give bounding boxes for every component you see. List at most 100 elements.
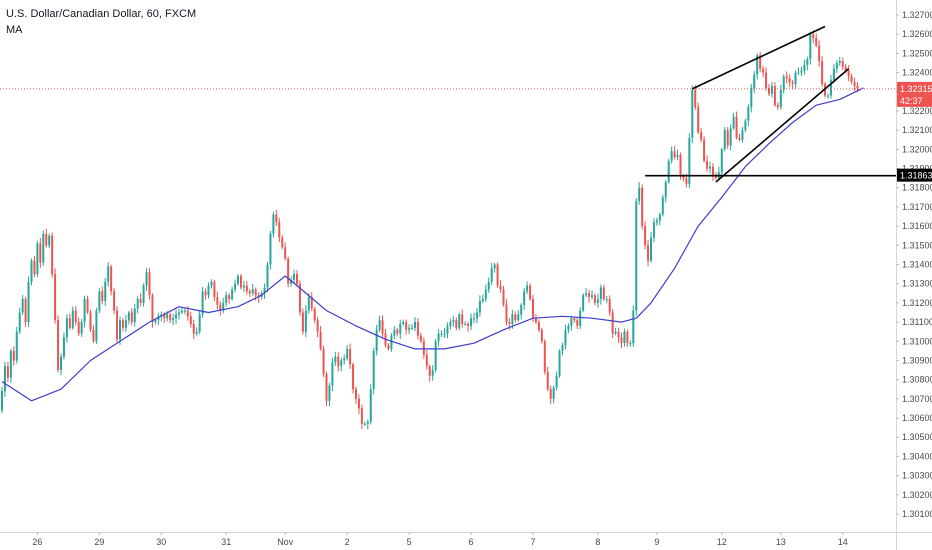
candle-body [139,299,142,303]
candle-body [827,95,829,97]
candle-body [596,299,599,303]
candle [263,283,266,299]
candle [505,299,508,326]
x-tick-label: Nov [277,537,294,547]
candle-body [269,233,272,265]
candle-body [738,137,741,140]
candle [593,293,596,306]
candle-body [670,151,673,161]
candle [526,281,529,295]
candle [703,136,706,163]
candle [537,319,540,333]
candle [201,286,204,318]
candle [635,197,638,316]
candle [18,307,21,335]
candle [62,332,65,360]
candle-body [791,82,794,85]
candle [747,104,750,127]
candle-body [464,323,467,325]
candle-body [726,130,729,146]
candle-body [585,293,588,296]
candle [520,303,523,320]
candle-body [540,329,543,342]
candle [641,184,644,230]
candle-body [178,312,180,315]
candle [770,81,773,98]
candle [107,262,110,287]
y-tick-label: 1.31900 [902,164,932,174]
candle-body [48,235,51,246]
candle [142,283,145,307]
candle [414,317,416,332]
candle [478,295,481,317]
candle-body [369,389,372,422]
candle [564,324,567,350]
candle [670,146,673,164]
candle [455,317,458,331]
candle [576,317,579,330]
candle-body [325,373,328,401]
ma-line [1,87,864,402]
candle-body [204,291,207,296]
candle [275,209,278,227]
symbol-title: U.S. Dollar/Canadian Dollar, 60, FXCM [6,8,197,20]
candle-body [222,302,225,311]
level-price-tag [897,168,932,182]
candle-body [352,364,355,390]
candle [180,307,183,315]
candle-body [779,89,782,108]
candle-body [723,130,726,150]
candle [133,303,136,327]
candle [706,155,709,173]
candle [33,256,36,278]
candle-body [408,327,411,330]
candle [632,305,635,347]
countdown-label: 42:37 [900,96,923,106]
candle-body [399,323,402,334]
candle [475,307,478,324]
candle-body [293,274,296,280]
candle-body [629,343,632,345]
y-tick-label: 1.32000 [902,144,932,154]
candle [422,337,425,359]
candle [319,326,322,351]
candle [127,310,130,325]
candle [629,340,632,347]
candle [77,317,80,337]
candle-body [387,345,390,349]
candle [89,309,92,332]
candle [384,328,387,348]
candle [237,274,239,286]
candle [838,57,841,67]
candle [490,262,493,286]
candle [343,354,346,365]
candle [1,386,3,414]
candle [363,421,366,426]
candle [832,64,835,83]
x-tick-label: 6 [469,537,474,547]
candle [458,312,461,331]
candle [169,312,172,324]
candle [369,384,372,425]
candle-body [27,281,30,323]
candle [437,329,440,347]
y-tick-label: 1.30200 [902,490,932,500]
candle [809,31,812,65]
candle [644,221,647,250]
candle-body [552,387,555,399]
candle [272,211,275,238]
candle [765,67,768,91]
candle [676,149,679,161]
candle-body [254,289,257,296]
y-tick-label: 1.32700 [902,10,932,20]
candle [735,111,738,140]
candle-body [832,68,835,81]
candle [850,73,853,85]
candle-body [434,341,437,371]
candle [753,71,756,94]
candle [48,233,51,249]
candle-body [759,55,762,69]
candle [86,295,89,315]
candle [219,301,222,316]
